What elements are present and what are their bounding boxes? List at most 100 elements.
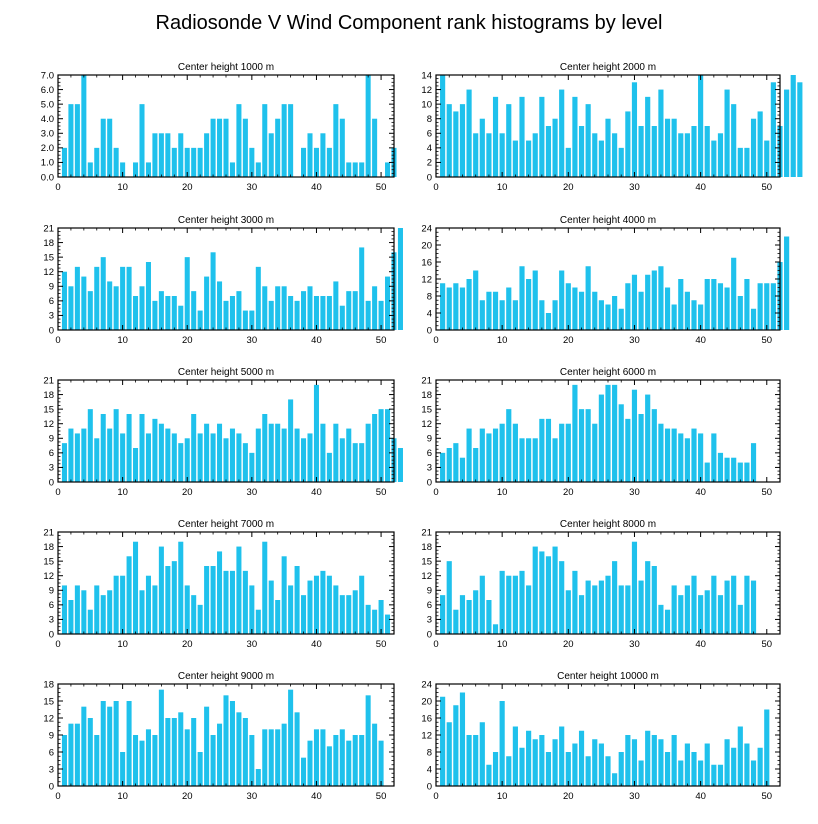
bar xyxy=(313,147,319,177)
chart-panel-3: Center height 3000 m 0 3 6 9 12 15 18 21 0 10 20 30 4… xyxy=(43,215,403,346)
bar xyxy=(744,147,750,177)
bar xyxy=(100,118,106,177)
chart-panel-7: Center height 7000 m 0 3 6 9 12 15 18 21 0 10 20 30 4… xyxy=(43,519,395,650)
bar xyxy=(262,286,268,330)
y-tick-label: 8 xyxy=(427,114,432,125)
bar xyxy=(532,438,538,482)
bar xyxy=(559,423,565,482)
bar xyxy=(385,614,391,634)
bar xyxy=(704,743,710,786)
bar xyxy=(605,384,611,482)
bar xyxy=(333,423,339,482)
x-tick-label: 20 xyxy=(182,487,193,498)
y-tick-label: 5.0 xyxy=(41,99,54,110)
bar xyxy=(612,133,618,177)
bar xyxy=(572,287,578,330)
bar xyxy=(684,291,690,330)
bar xyxy=(744,575,750,634)
bar xyxy=(217,118,223,177)
bar xyxy=(152,735,158,786)
y-tick-label: 0 xyxy=(49,477,54,488)
bar xyxy=(113,286,119,330)
bar xyxy=(120,266,126,330)
bar xyxy=(210,566,216,634)
x-tick-label: 10 xyxy=(497,335,508,346)
bar xyxy=(605,756,611,786)
bar xyxy=(532,546,538,634)
x-tick-label: 10 xyxy=(497,182,508,193)
bar xyxy=(512,423,518,482)
bar xyxy=(197,147,203,177)
bar xyxy=(242,443,248,482)
y-tick-label: 7.0 xyxy=(41,70,54,81)
bar xyxy=(139,414,145,482)
bar xyxy=(275,118,281,177)
bar xyxy=(519,747,525,786)
bar xyxy=(466,600,472,634)
bar xyxy=(446,561,452,634)
x-tick-label: 20 xyxy=(182,639,193,650)
x-tick-label: 0 xyxy=(55,639,60,650)
bar xyxy=(158,546,164,634)
bar xyxy=(506,104,512,177)
bar xyxy=(74,266,80,330)
y-tick-label: 16 xyxy=(421,713,432,724)
bar xyxy=(499,701,505,786)
bar xyxy=(559,726,565,786)
bar xyxy=(440,452,446,482)
bar xyxy=(165,718,171,786)
bar xyxy=(378,409,384,482)
bar xyxy=(651,270,657,330)
y-tick-label: 3 xyxy=(49,311,54,322)
bar xyxy=(352,162,358,177)
y-tick-label: 12 xyxy=(421,274,432,285)
bar xyxy=(684,133,690,177)
bar xyxy=(750,443,757,482)
chart-panel-4: Center height 4000 m 0 4 8 12 16 20 24 0 10 20 30 40… xyxy=(421,215,790,346)
bar xyxy=(618,752,624,786)
bar xyxy=(139,104,145,177)
bar xyxy=(466,428,472,482)
bar xyxy=(94,735,100,786)
bar xyxy=(724,287,730,330)
x-tick-label: 0 xyxy=(55,182,60,193)
bar xyxy=(717,283,724,330)
bar xyxy=(737,147,743,177)
bar xyxy=(301,595,307,634)
y-tick-label: 15 xyxy=(43,556,54,567)
bar xyxy=(459,595,466,634)
bar xyxy=(499,300,505,330)
bar xyxy=(68,104,74,177)
bar xyxy=(210,118,216,177)
bar xyxy=(107,118,113,177)
x-tick-label: 0 xyxy=(433,182,438,193)
bar xyxy=(320,423,326,482)
bar xyxy=(333,735,339,786)
bar xyxy=(223,118,229,177)
x-tick-label: 10 xyxy=(497,639,508,650)
bar xyxy=(473,133,479,177)
bar xyxy=(352,443,358,482)
bar xyxy=(288,104,294,177)
bar xyxy=(107,590,113,634)
bar xyxy=(519,266,525,330)
y-tick-label: 12 xyxy=(421,571,432,582)
bar xyxy=(249,147,255,177)
bar xyxy=(126,556,132,634)
bar xyxy=(301,438,307,482)
bar xyxy=(365,695,371,786)
y-tick-label: 2 xyxy=(427,158,432,169)
bar xyxy=(184,438,190,482)
bar xyxy=(236,712,242,786)
bar xyxy=(294,712,300,786)
bar xyxy=(671,118,677,177)
x-tick-label: 40 xyxy=(695,791,706,802)
y-tick-label: 12 xyxy=(43,571,54,582)
bar xyxy=(440,283,446,330)
bar xyxy=(61,147,67,177)
bar xyxy=(94,438,100,482)
bar xyxy=(631,739,638,786)
bar xyxy=(242,718,248,786)
bar xyxy=(223,570,229,634)
x-tick-label: 40 xyxy=(311,639,322,650)
